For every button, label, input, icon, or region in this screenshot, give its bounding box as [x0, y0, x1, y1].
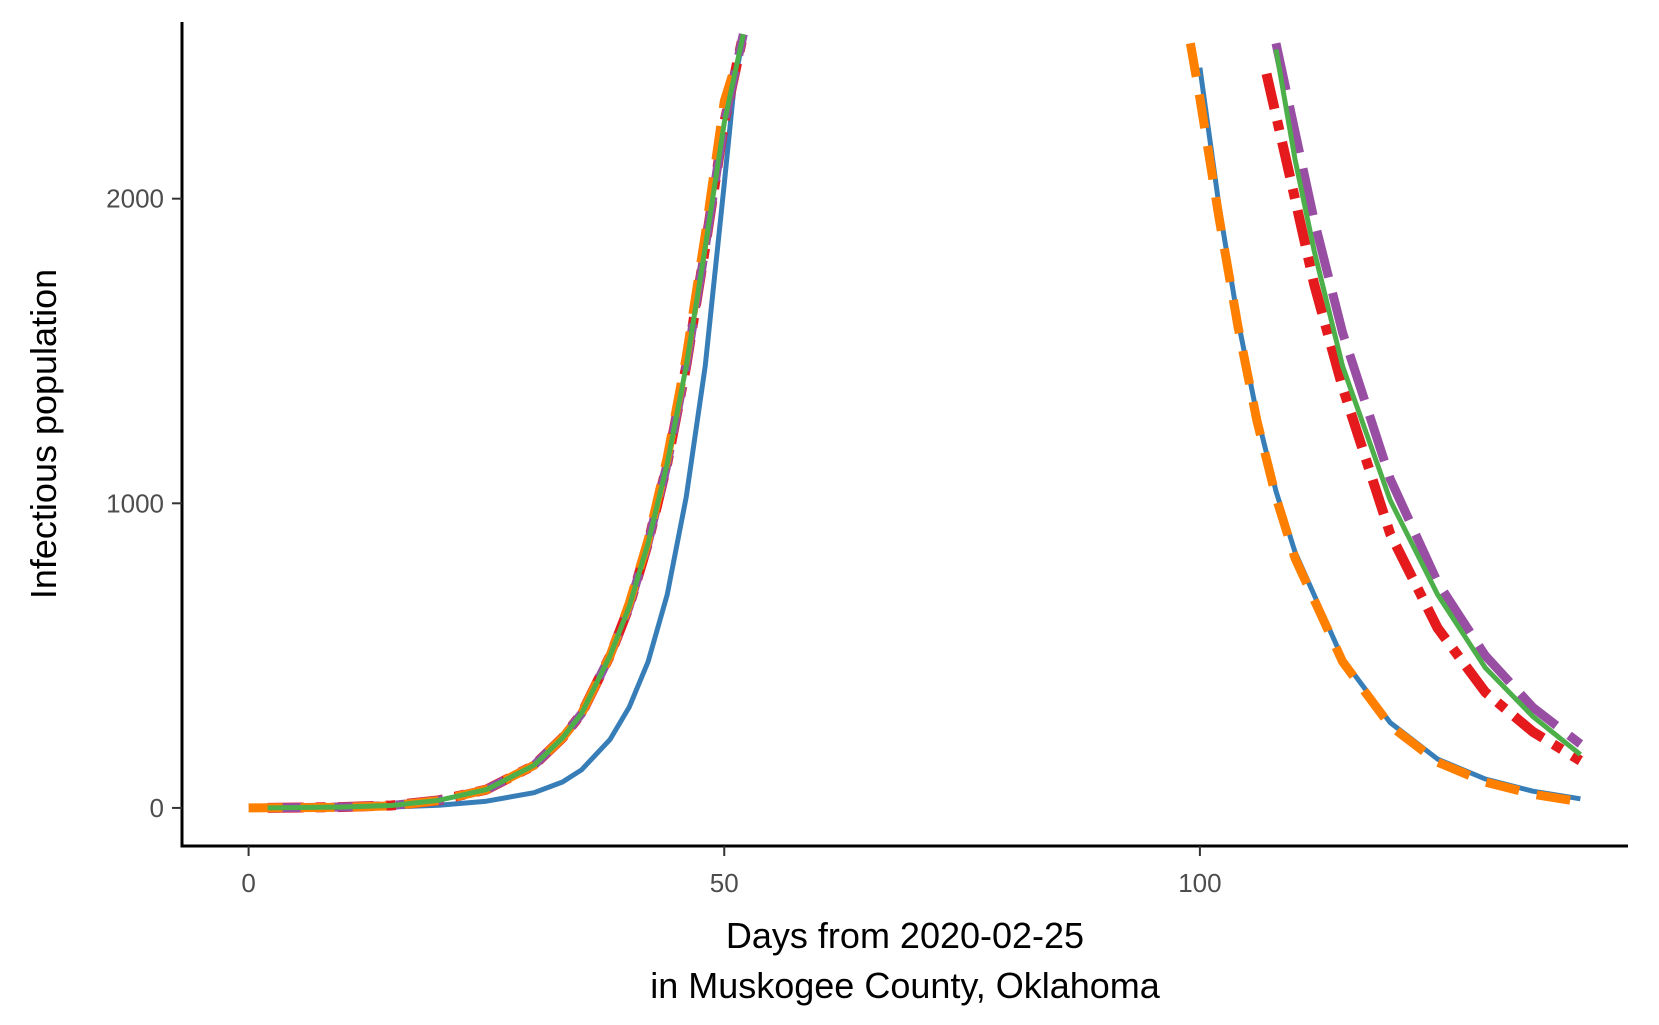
- y-axis-title: Infectious population: [23, 269, 64, 599]
- y-tick-label: 2000: [106, 184, 164, 214]
- x-tick-label: 50: [710, 868, 739, 898]
- x-tick-label: 0: [241, 868, 255, 898]
- x-tick-label: 100: [1178, 868, 1221, 898]
- series-4-segment-2: [1185, 42, 1582, 807]
- x-axis-title-line-1: Days from 2020-02-25: [726, 915, 1084, 956]
- series-2-segment-2: [1261, 72, 1583, 765]
- x-axis-title-line-2: in Muskogee County, Oklahoma: [650, 965, 1161, 1006]
- series-4-segment-1: [248, 69, 739, 813]
- series-3-segment-2: [1271, 42, 1584, 748]
- y-tick-label: 1000: [106, 488, 164, 518]
- series-3-segment-1: [267, 33, 748, 813]
- y-tick-label: 0: [150, 793, 164, 823]
- series-5-segment-1: [267, 33, 746, 811]
- series-layer: [248, 33, 1584, 813]
- series-5-segment-2: [1273, 48, 1582, 757]
